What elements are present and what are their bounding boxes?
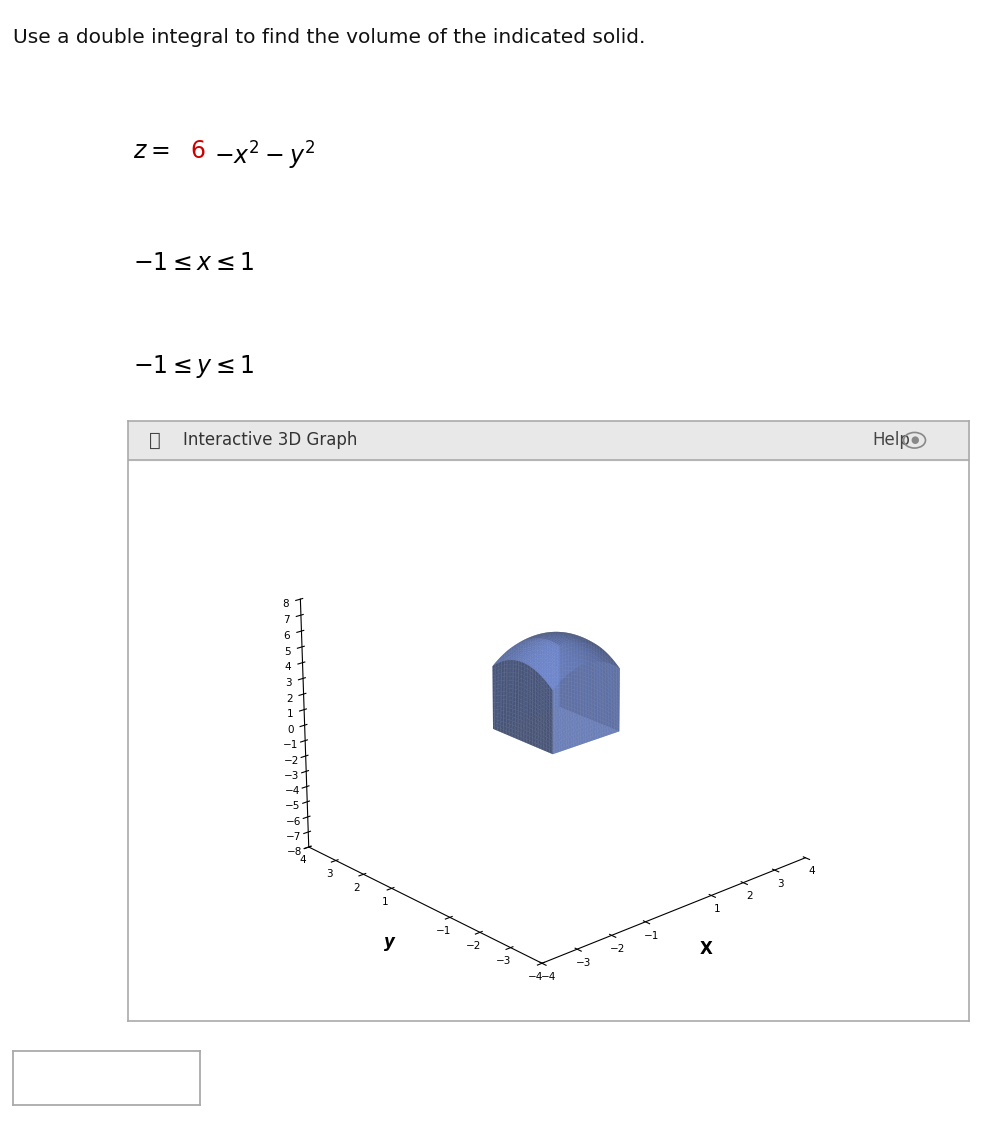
Text: ●: ● [910,435,919,445]
Text: Help: Help [873,431,910,449]
Text: ⛹: ⛹ [149,431,160,450]
X-axis label: X: X [701,940,713,958]
Text: Use a double integral to find the volume of the indicated solid.: Use a double integral to find the volume… [13,28,646,47]
Text: $-1 \leq y \leq 1$: $-1 \leq y \leq 1$ [133,353,255,380]
Text: Interactive 3D Graph: Interactive 3D Graph [183,431,357,449]
Text: $-1 \leq x \leq 1$: $-1 \leq x \leq 1$ [133,252,255,275]
Text: $ - x^2 - y^2$: $ - x^2 - y^2$ [214,140,315,173]
Text: $6$: $6$ [190,140,206,163]
Y-axis label: y: y [385,932,396,950]
Text: $z = $: $z = $ [133,140,169,163]
